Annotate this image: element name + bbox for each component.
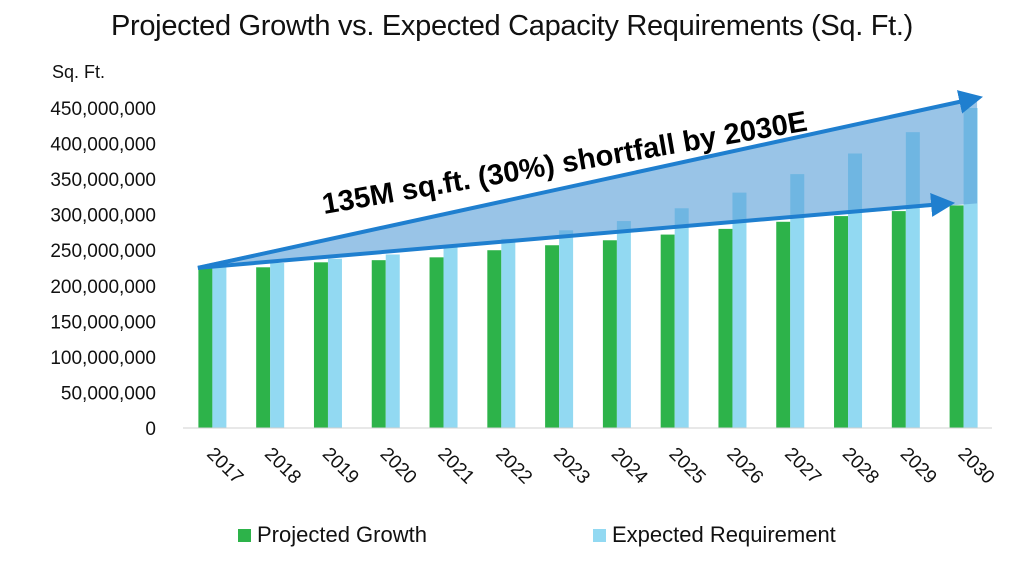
- bar-expected-requirement-2025: [674, 208, 689, 428]
- y-tick-label: 200,000,000: [50, 277, 156, 298]
- legend-item-expected-requirement: Expected Requirement: [593, 522, 836, 548]
- bar-projected-growth-2024: [602, 240, 617, 428]
- bar-projected-growth-2022: [487, 250, 502, 428]
- y-tick-label: 0: [145, 419, 156, 440]
- required-capacity-trend-arrow: [197, 90, 983, 270]
- y-tick-label: 50,000,000: [61, 383, 156, 404]
- bar-expected-requirement-2020: [385, 254, 400, 428]
- y-tick-label: 450,000,000: [50, 99, 156, 120]
- bar-projected-growth-2029: [891, 211, 906, 428]
- x-tick-label: 2022: [491, 444, 536, 489]
- bar-expected-requirement-2021: [443, 246, 458, 428]
- x-tick-label: 2029: [896, 444, 941, 489]
- bar-projected-growth-2028: [834, 216, 849, 428]
- x-tick-label: 2019: [318, 444, 363, 489]
- bar-expected-requirement-2028: [848, 153, 863, 428]
- bar-expected-requirement-2018: [270, 263, 285, 428]
- y-tick-label: 150,000,000: [50, 312, 156, 333]
- x-tick-label: 2028: [838, 444, 883, 489]
- bar-projected-growth-2020: [371, 260, 386, 428]
- bar-expected-requirement-2027: [790, 174, 805, 428]
- y-tick-label: 250,000,000: [50, 241, 156, 262]
- x-tick-label: 2021: [434, 444, 479, 489]
- bar-projected-growth-2027: [776, 221, 791, 428]
- x-tick-label: 2024: [607, 444, 652, 489]
- bar-expected-requirement-2022: [501, 238, 516, 428]
- bar-expected-requirement-2023: [559, 230, 574, 428]
- projected-growth-trend-arrow: [197, 193, 956, 270]
- y-axis-label: Sq. Ft.: [52, 62, 106, 82]
- bar-projected-growth-2023: [545, 245, 560, 428]
- x-tick-label: 2030: [954, 444, 999, 489]
- bar-projected-growth-2018: [256, 267, 271, 428]
- chart-title: Projected Growth vs. Expected Capacity R…: [110, 10, 914, 42]
- bar-projected-growth-2021: [429, 257, 444, 428]
- bar-expected-requirement-2024: [616, 221, 631, 428]
- x-tick-label: 2027: [780, 444, 825, 489]
- bar-projected-growth-2026: [718, 228, 733, 428]
- bar-expected-requirement-2019: [327, 258, 342, 428]
- bar-projected-growth-2030: [949, 205, 964, 428]
- bar-expected-requirement-2017: [212, 265, 227, 428]
- legend-item-projected-growth: Projected Growth: [238, 522, 427, 548]
- bar-projected-growth-2019: [313, 262, 328, 428]
- bar-projected-growth-2017: [198, 265, 213, 428]
- x-tick-label: 2020: [376, 444, 421, 489]
- legend-swatch-projected-growth: [238, 528, 251, 542]
- bar-expected-requirement-2026: [732, 192, 747, 428]
- bar-projected-growth-2025: [660, 234, 675, 428]
- x-tick-label: 2025: [665, 444, 710, 489]
- x-axis-ticks: 2017 2018 2019 2020 2021 2022 2023 2024 2025 2026…: [202, 444, 998, 489]
- x-tick-label: 2017: [202, 444, 247, 489]
- legend-label-projected-growth: Projected Growth: [257, 522, 427, 547]
- legend-swatch-expected-requirement: [593, 528, 606, 542]
- y-tick-label: 300,000,000: [50, 206, 156, 227]
- y-tick-label: 350,000,000: [50, 170, 156, 191]
- legend-label-expected-requirement: Expected Requirement: [612, 522, 836, 547]
- y-tick-label: 100,000,000: [50, 348, 156, 369]
- x-tick-label: 2023: [549, 444, 594, 489]
- y-tick-label: 400,000,000: [50, 135, 156, 156]
- x-tick-label: 2018: [260, 444, 305, 489]
- y-axis-ticks: 0 50,000,000 100,000,000 150,000,000 200,000…: [50, 99, 156, 440]
- x-tick-label: 2026: [722, 444, 767, 489]
